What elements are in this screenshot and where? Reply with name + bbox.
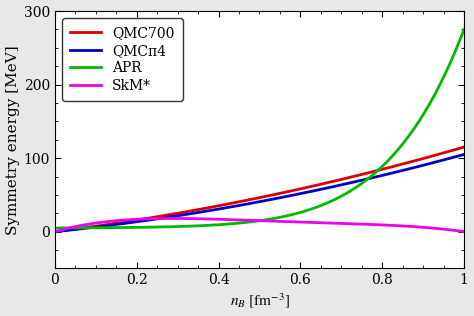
SkM* bbox=[461, 230, 467, 234]
QMC700 bbox=[232, 201, 238, 204]
QMC700 bbox=[333, 179, 339, 183]
QMCπ4 bbox=[94, 225, 100, 229]
QMCπ4 bbox=[333, 184, 339, 188]
SkM* bbox=[333, 221, 339, 225]
QMC700 bbox=[461, 145, 467, 149]
X-axis label: $n_{B}\ \mathrm{[fm^{-3}]}$: $n_{B}\ \mathrm{[fm^{-3}]}$ bbox=[229, 291, 290, 310]
APR bbox=[371, 172, 377, 176]
Line: SkM*: SkM* bbox=[55, 218, 464, 232]
QMCπ4 bbox=[461, 153, 467, 156]
QMC700 bbox=[52, 230, 58, 234]
QMCπ4 bbox=[371, 175, 377, 179]
QMC700 bbox=[218, 204, 223, 207]
Line: QMCπ4: QMCπ4 bbox=[55, 155, 464, 232]
QMCπ4 bbox=[52, 230, 58, 234]
Legend: QMC700, QMCπ4, APR, SkM*: QMC700, QMCπ4, APR, SkM* bbox=[62, 18, 182, 101]
SkM* bbox=[52, 230, 58, 234]
QMC700 bbox=[94, 224, 100, 228]
QMC700 bbox=[378, 168, 384, 172]
Line: QMC700: QMC700 bbox=[55, 147, 464, 232]
APR bbox=[94, 226, 100, 230]
SkM* bbox=[233, 218, 238, 222]
APR bbox=[232, 222, 238, 225]
APR bbox=[218, 223, 223, 227]
APR bbox=[52, 226, 58, 230]
SkM* bbox=[218, 217, 224, 221]
QMCπ4 bbox=[218, 207, 223, 211]
SkM* bbox=[170, 216, 175, 220]
QMCπ4 bbox=[232, 204, 238, 208]
QMC700 bbox=[371, 169, 377, 173]
Line: APR: APR bbox=[55, 29, 464, 228]
SkM* bbox=[372, 223, 377, 227]
APR bbox=[461, 27, 467, 31]
APR bbox=[378, 165, 384, 169]
SkM* bbox=[94, 221, 100, 225]
Y-axis label: Symmetry energy [MeV]: Symmetry energy [MeV] bbox=[6, 45, 19, 234]
SkM* bbox=[379, 223, 384, 227]
APR bbox=[333, 197, 339, 201]
QMCπ4 bbox=[378, 174, 384, 178]
